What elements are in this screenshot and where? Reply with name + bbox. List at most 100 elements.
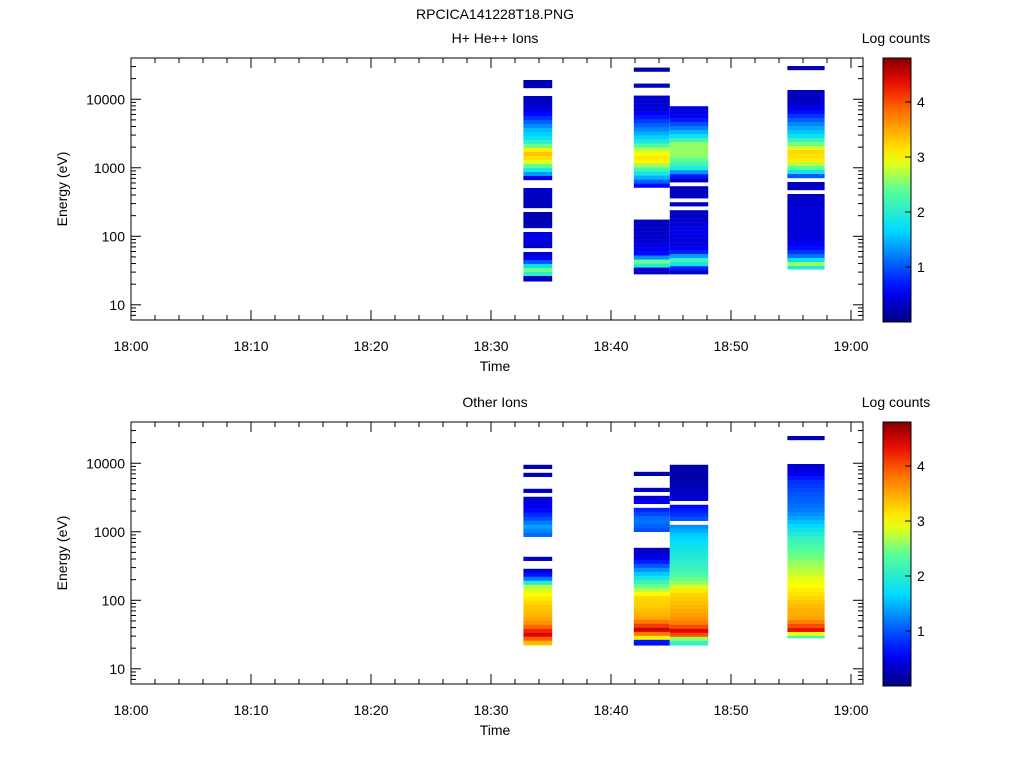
heat-cell	[787, 583, 825, 589]
heat-cell	[633, 615, 670, 621]
y-tick-label: 10000	[86, 455, 125, 471]
heat-cell	[669, 628, 709, 633]
heat-cell	[787, 66, 825, 71]
x-tick-label: 18:20	[353, 338, 388, 354]
x-tick-label: 18:10	[233, 702, 268, 718]
heat-cell	[669, 584, 709, 589]
heat-cell	[633, 591, 670, 597]
x-tick-label: 18:50	[713, 702, 748, 718]
heat-cell	[787, 150, 825, 155]
heat-cell	[669, 556, 709, 561]
heat-cell	[523, 231, 553, 237]
heat-cell	[523, 159, 553, 165]
heat-cell	[669, 512, 709, 517]
heat-cell	[669, 636, 709, 641]
heat-cell	[523, 632, 553, 637]
colorbar	[882, 421, 912, 687]
heat-cell	[669, 468, 709, 473]
heat-cell	[669, 600, 709, 605]
heat-cell	[669, 194, 709, 199]
heat-cell	[633, 639, 670, 645]
heat-cell	[633, 263, 670, 268]
heat-cell	[523, 155, 553, 161]
heat-cell	[787, 511, 825, 517]
heat-cell	[633, 183, 670, 188]
heat-cell	[669, 576, 709, 581]
heat-cell	[787, 463, 825, 469]
heat-cell	[523, 211, 553, 217]
heat-cell	[669, 564, 709, 569]
x-tick-label: 18:40	[593, 702, 628, 718]
heat-cell	[669, 174, 709, 179]
heat-cell	[787, 475, 825, 481]
heat-cell	[669, 138, 709, 143]
heat-cell	[787, 254, 825, 259]
heat-cell	[787, 230, 825, 235]
x-tick-label: 19:00	[833, 338, 868, 354]
heat-cell	[669, 226, 709, 231]
heat-cell	[787, 194, 825, 199]
heat-cell	[633, 559, 670, 565]
heat-cell	[633, 171, 670, 176]
heat-cell	[523, 103, 553, 109]
heat-cell	[787, 142, 825, 147]
heat-cell	[669, 644, 709, 646]
heat-cell	[787, 130, 825, 135]
heat-cell	[669, 234, 709, 239]
heat-cell	[669, 202, 709, 207]
heat-cell	[787, 114, 825, 119]
heat-cell	[669, 238, 709, 243]
heat-cell	[787, 94, 825, 99]
heat-cell	[669, 536, 709, 541]
heat-cell	[523, 79, 553, 85]
heat-cell	[633, 139, 670, 144]
heat-cell	[633, 95, 670, 100]
heat-cell	[633, 127, 670, 132]
heat-cell	[669, 632, 709, 637]
y-tick-label: 10	[109, 661, 125, 677]
heat-cell	[633, 223, 670, 228]
heat-cell	[523, 219, 553, 225]
heat-cell	[787, 242, 825, 247]
heat-cell	[523, 628, 553, 633]
heat-cell	[523, 508, 553, 513]
heat-cell	[633, 623, 670, 629]
heat-cell	[523, 636, 553, 641]
heat-cell	[787, 499, 825, 505]
heat-cell	[523, 255, 553, 261]
heat-cell	[787, 174, 825, 179]
heat-cell	[523, 119, 553, 125]
heat-cell	[669, 190, 709, 195]
heat-cell	[633, 83, 670, 88]
heat-cell	[787, 555, 825, 561]
heat-cell	[787, 579, 825, 585]
heat-cell	[523, 195, 553, 201]
panel-other-ions: Other Ions Log counts 10 100 1000 10000 18:…	[54, 394, 930, 738]
heat-cell	[523, 83, 553, 89]
heat-cell	[669, 640, 709, 645]
heat-cell	[523, 592, 553, 597]
heat-cell	[523, 584, 553, 589]
heat-cell	[523, 127, 553, 133]
heat-cell	[633, 607, 670, 613]
heat-cell	[787, 238, 825, 243]
heat-cell	[633, 243, 670, 248]
data-block-1	[523, 464, 553, 646]
x-tick-label: 18:00	[113, 338, 148, 354]
heat-cell	[787, 146, 825, 151]
heat-cell	[633, 159, 670, 164]
colorbar-label: Log counts	[862, 30, 931, 46]
heat-cell	[787, 507, 825, 513]
heat-cell	[787, 138, 825, 143]
heat-cell	[523, 644, 553, 646]
heat-cell	[523, 520, 553, 525]
heat-cell	[633, 511, 670, 517]
colorbar-tick-label: 2	[917, 204, 925, 220]
heat-cell	[523, 472, 553, 477]
heat-cell	[523, 99, 553, 105]
heat-cell	[633, 495, 670, 501]
y-tick-label: 10000	[86, 91, 125, 107]
heat-cell	[787, 246, 825, 251]
heat-cell	[787, 587, 825, 593]
